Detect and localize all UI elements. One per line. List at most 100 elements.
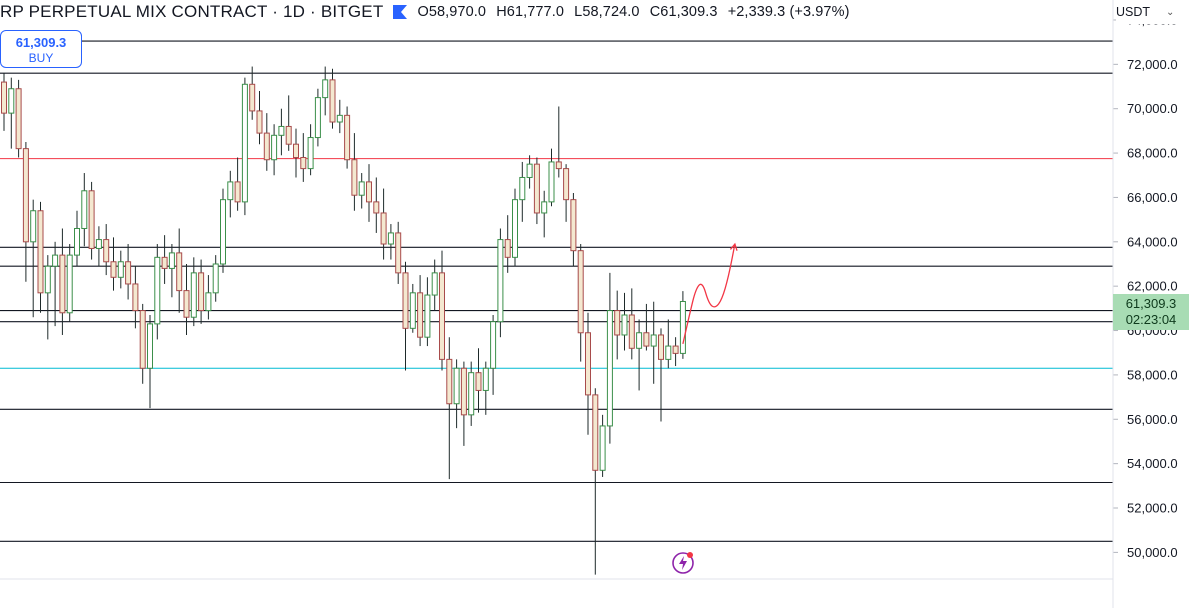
change-value: +2,339.3 (+3.97%) xyxy=(727,4,850,20)
candle-35 xyxy=(256,90,263,145)
notification-dot xyxy=(687,552,693,558)
currency-selector[interactable]: USDT ⌄ xyxy=(1116,0,1200,24)
candle-body-26 xyxy=(190,272,197,318)
candle-24 xyxy=(176,228,183,313)
candle-body-45 xyxy=(329,79,336,123)
candle-39 xyxy=(285,95,292,151)
chevron-down-icon: ⌄ xyxy=(1166,6,1175,18)
candle-50 xyxy=(366,164,372,222)
candle-body-73 xyxy=(533,163,540,214)
candle-87 xyxy=(636,319,643,391)
candle-body-17 xyxy=(125,261,132,285)
candle-body-6 xyxy=(44,265,51,294)
candle-body-59 xyxy=(431,272,438,296)
candle-body-22 xyxy=(161,256,168,269)
candle-body-30 xyxy=(220,199,226,265)
candle-18 xyxy=(132,266,139,329)
candle-body-91 xyxy=(665,345,672,360)
candle-body-7 xyxy=(52,254,59,267)
candle-body-19 xyxy=(139,310,146,369)
candle-body-10 xyxy=(74,227,80,256)
currency-label: USDT xyxy=(1116,5,1151,19)
candle-51 xyxy=(373,177,380,233)
candle-body-3 xyxy=(22,148,29,243)
price-tick-label-2: 70,000.0 xyxy=(1127,101,1178,116)
candle-body-61 xyxy=(446,358,453,405)
candle-body-68 xyxy=(497,239,504,323)
candle-3 xyxy=(22,141,29,282)
candle-body-81 xyxy=(592,394,599,471)
candle-82 xyxy=(599,414,606,477)
candle-body-56 xyxy=(409,292,416,329)
candle-body-58 xyxy=(424,294,431,338)
price-axis[interactable]: 74,000.072,000.070,000.068,000.066,000.0… xyxy=(1113,12,1178,560)
candle-85 xyxy=(621,292,628,351)
candle-body-82 xyxy=(599,425,606,471)
candle-body-69 xyxy=(504,239,511,258)
candle-78 xyxy=(570,193,577,267)
lightning-icon[interactable] xyxy=(671,550,695,574)
candle-48 xyxy=(351,133,358,211)
candle-53 xyxy=(387,224,394,260)
candle-body-51 xyxy=(373,201,380,214)
buy-price: 61,309.3 xyxy=(15,35,67,50)
candle-body-74 xyxy=(541,201,548,214)
candle-81 xyxy=(592,388,599,575)
candle-22 xyxy=(161,235,168,284)
candle-37 xyxy=(271,124,278,176)
candle-57 xyxy=(417,275,424,347)
last-price-value: 61,309.3 xyxy=(1125,296,1177,311)
candle-92 xyxy=(672,337,679,367)
price-tick-label-10: 54,000.0 xyxy=(1127,456,1178,471)
candle-body-27 xyxy=(198,272,205,312)
candle-7 xyxy=(52,241,59,327)
candle-body-0 xyxy=(1,81,7,114)
low-value: L58,724.0 xyxy=(574,4,640,20)
candle-13 xyxy=(95,226,102,267)
candle-40 xyxy=(293,128,299,178)
candle-32 xyxy=(234,157,241,211)
candle-4 xyxy=(30,199,37,318)
candle-21 xyxy=(154,244,161,340)
price-tick-label-6: 62,000.0 xyxy=(1127,279,1178,294)
candle-body-20 xyxy=(147,323,153,369)
candle-body-46 xyxy=(336,114,343,123)
projection-arrowhead xyxy=(729,242,738,251)
candle-body-79 xyxy=(577,250,584,334)
buy-button[interactable]: 61,309.3 BUY xyxy=(0,30,82,68)
candle-body-15 xyxy=(110,261,117,278)
candle-body-88 xyxy=(643,332,650,347)
ohlc-values: O58,970.0 H61,777.0 L58,724.0 C61,309.3 … xyxy=(417,4,855,20)
candle-body-16 xyxy=(117,261,124,278)
candle-0 xyxy=(1,73,7,131)
candle-body-50 xyxy=(366,181,372,203)
candle-body-70 xyxy=(512,199,518,258)
last-price-tag: 61,309.3 02:23:04 xyxy=(1113,294,1189,330)
candle-body-12 xyxy=(88,190,95,249)
candle-28 xyxy=(205,275,212,320)
lightning-icon-bolt xyxy=(679,556,687,570)
candle-89 xyxy=(650,301,657,384)
candle-body-31 xyxy=(227,181,234,201)
buy-label: BUY xyxy=(28,51,54,65)
symbol-title[interactable]: RP PERPETUAL MIX CONTRACT · 1D · BITGET xyxy=(0,2,384,21)
candle-body-32 xyxy=(234,181,241,203)
flag-icon[interactable] xyxy=(393,5,408,19)
candle-36 xyxy=(263,113,270,171)
candle-body-90 xyxy=(658,334,664,360)
candle-52 xyxy=(380,188,387,260)
candle-45 xyxy=(329,68,336,129)
price-tick-label-3: 68,000.0 xyxy=(1127,146,1178,161)
candle-72 xyxy=(526,155,533,189)
candle-73 xyxy=(533,157,540,225)
candle-69 xyxy=(504,215,511,273)
candle-body-75 xyxy=(548,161,555,203)
candle-body-18 xyxy=(132,283,139,312)
candle-body-71 xyxy=(519,176,526,201)
candle-5 xyxy=(37,201,44,313)
candle-42 xyxy=(307,124,314,176)
candle-23 xyxy=(168,244,175,298)
open-value: O58,970.0 xyxy=(417,4,487,20)
